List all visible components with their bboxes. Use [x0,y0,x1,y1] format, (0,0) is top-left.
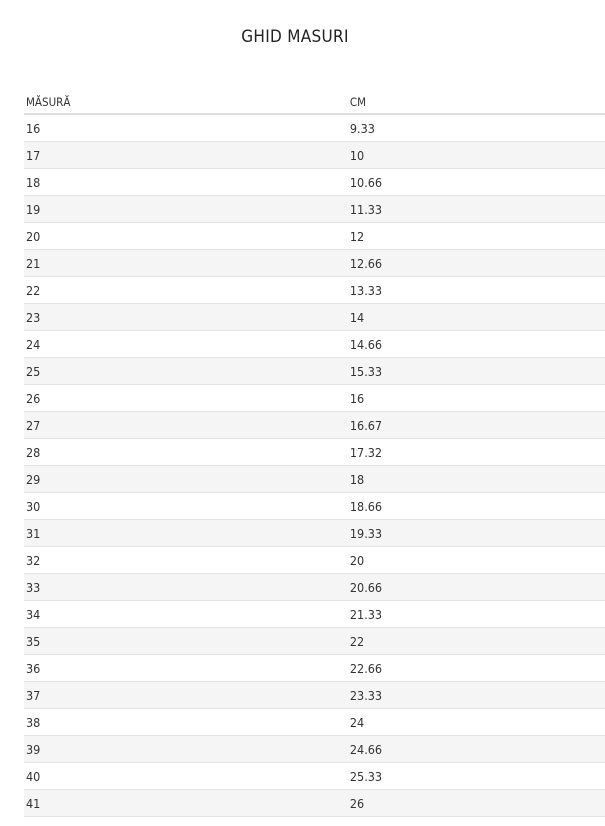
cm-cell: 18.66 [347,492,605,520]
cm-cell: 19.33 [347,519,605,547]
cm-cell: 16 [347,384,605,412]
cm-cell: 14 [347,303,605,331]
size-cell: 28 [24,438,348,466]
table-row: 19 11.33 [24,195,605,223]
cm-cell: 14.66 [347,330,605,358]
size-cell: 25 [24,357,348,385]
size-cell: 31 [24,519,348,547]
size-cell: 37 [24,681,348,709]
cm-cell: 24 [347,708,605,736]
cm-cell: 22 [347,627,605,655]
cm-cell: 24.66 [347,735,605,763]
table-row: 17 10 [24,141,605,169]
size-cell: 16 [24,114,348,142]
size-cell: 39 [24,735,348,763]
cm-cell: 18 [347,465,605,493]
size-cell: 21 [24,249,348,277]
cm-cell: 23.33 [347,681,605,709]
size-cell: 40 [24,762,348,790]
size-cell: 35 [24,627,348,655]
size-cell: 41 [24,789,348,817]
size-cell: 29 [24,465,348,493]
cm-cell: 16.67 [347,411,605,439]
header-size: MĂSURĂ [24,90,348,115]
table-row: 24 14.66 [24,330,605,358]
table-row: 27 16.67 [24,411,605,439]
size-cell: 24 [24,330,348,358]
table-row: 22 13.33 [24,276,605,304]
cm-cell: 20 [347,546,605,574]
cm-cell: 20.66 [347,573,605,601]
header-cm: CM [347,90,605,115]
size-cell: 36 [24,654,348,682]
table-row: 31 19.33 [24,519,605,547]
table-row: 26 16 [24,384,605,412]
size-cell: 23 [24,303,348,331]
page-title: GHID MASURI [241,27,349,47]
cm-cell: 9.33 [347,114,605,142]
table-row: 28 17.32 [24,438,605,466]
cm-cell: 15.33 [347,357,605,385]
cm-cell: 10.66 [347,168,605,196]
size-cell: 22 [24,276,348,304]
size-cell: 20 [24,222,348,250]
cm-cell: 12 [347,222,605,250]
table-row: 39 24.66 [24,735,605,763]
table-row: 30 18.66 [24,492,605,520]
table-row: 37 23.33 [24,681,605,709]
table-row: 21 12.66 [24,249,605,277]
table-row: 20 12 [24,222,605,250]
table-row: 34 21.33 [24,600,605,628]
cm-cell: 11.33 [347,195,605,223]
size-guide-table: MĂSURĂ CM 16 9.33 17 10 18 10.66 19 11.33 20 12 21… [24,90,605,817]
table-row: 38 24 [24,708,605,736]
table-row: 23 14 [24,303,605,331]
cm-cell: 17.32 [347,438,605,466]
table-row: 35 22 [24,627,605,655]
size-cell: 30 [24,492,348,520]
cm-cell: 21.33 [347,600,605,628]
table-header-row: MĂSURĂ CM [24,90,605,115]
size-cell: 32 [24,546,348,574]
table-row: 25 15.33 [24,357,605,385]
cm-cell: 25.33 [347,762,605,790]
table-row: 16 9.33 [24,114,605,142]
size-cell: 17 [24,141,348,169]
size-cell: 33 [24,573,348,601]
size-cell: 26 [24,384,348,412]
table-row: 33 20.66 [24,573,605,601]
size-cell: 38 [24,708,348,736]
table-row: 32 20 [24,546,605,574]
table-row: 40 25.33 [24,762,605,790]
cm-cell: 22.66 [347,654,605,682]
size-cell: 27 [24,411,348,439]
table-row: 36 22.66 [24,654,605,682]
size-cell: 19 [24,195,348,223]
size-cell: 18 [24,168,348,196]
table-row: 29 18 [24,465,605,493]
table-row: 18 10.66 [24,168,605,196]
table-row: 41 26 [24,789,605,817]
cm-cell: 10 [347,141,605,169]
cm-cell: 13.33 [347,276,605,304]
cm-cell: 12.66 [347,249,605,277]
cm-cell: 26 [347,789,605,817]
size-cell: 34 [24,600,348,628]
